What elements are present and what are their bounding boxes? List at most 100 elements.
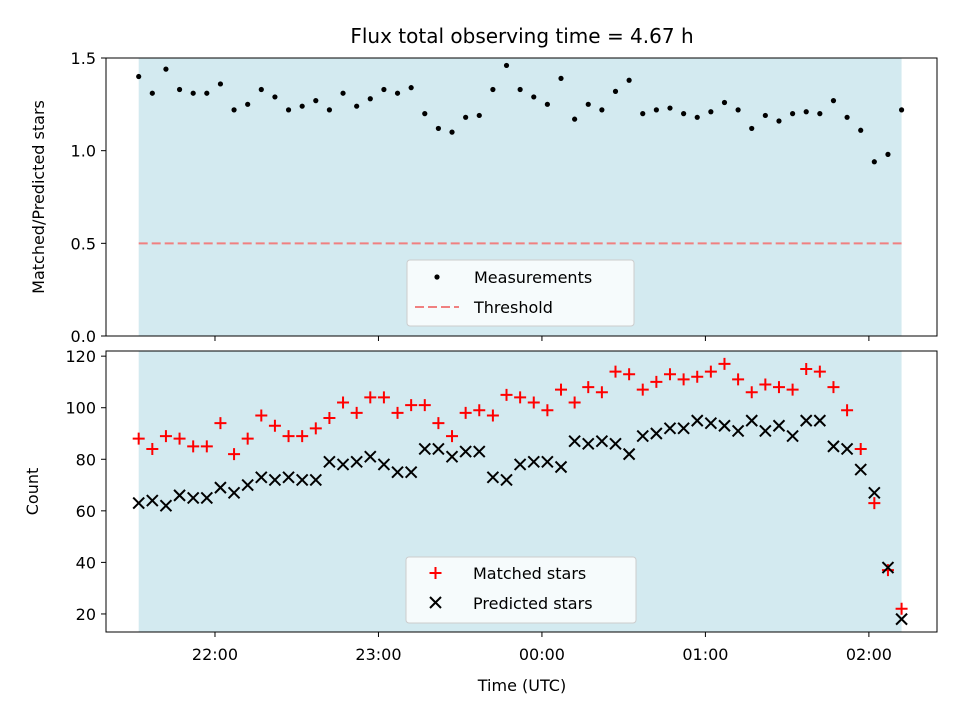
predicted-star-point bbox=[227, 486, 241, 499]
predicted-star-point bbox=[731, 424, 745, 438]
measurement-point bbox=[231, 107, 237, 113]
predicted-star-point bbox=[622, 447, 636, 461]
measurement-point bbox=[749, 125, 755, 132]
matched-star-point bbox=[868, 497, 881, 510]
predicted-stars-series bbox=[132, 414, 908, 626]
bottom-plot: 20 40 60 80 100 120 22:00 23:00 00:00 01:00 02:00… bbox=[23, 347, 938, 695]
matched-star-point bbox=[745, 386, 758, 399]
measurements-series bbox=[136, 62, 905, 165]
x-tick-label: 01:00 bbox=[682, 645, 728, 664]
predicted-star-point bbox=[772, 419, 786, 432]
matched-star-point bbox=[268, 419, 281, 432]
measurement-point bbox=[803, 109, 809, 115]
measurement-point bbox=[653, 107, 659, 113]
measurement-point bbox=[381, 86, 387, 93]
matched-star-point bbox=[691, 370, 704, 383]
matched-star-point bbox=[255, 409, 268, 422]
matched-star-point bbox=[173, 432, 186, 445]
predicted-star-point bbox=[404, 465, 418, 479]
measurement-point bbox=[326, 107, 333, 113]
top-legend-box bbox=[406, 259, 635, 327]
predicted-star-point bbox=[854, 463, 867, 476]
matched-star-point bbox=[486, 409, 499, 422]
bottom-y-tick-label: 80 bbox=[76, 450, 96, 469]
measurement-point bbox=[858, 127, 864, 133]
matched-star-point bbox=[377, 391, 390, 404]
measurement-point bbox=[408, 85, 414, 91]
top-y-tick-label: 0.0 bbox=[71, 327, 96, 346]
matched-star-point bbox=[241, 432, 254, 445]
predicted-star-point bbox=[895, 612, 908, 626]
measurement-point bbox=[721, 99, 728, 106]
measurement-point bbox=[898, 107, 905, 113]
measurement-point bbox=[762, 112, 768, 119]
predicted-star-point bbox=[459, 445, 472, 458]
measurement-point bbox=[245, 101, 251, 107]
predicted-star-point bbox=[323, 455, 336, 469]
matched-star-point bbox=[595, 386, 608, 399]
matched-star-point bbox=[800, 363, 813, 376]
predicted-star-point bbox=[554, 460, 568, 474]
predicted-star-point bbox=[527, 455, 540, 469]
matched-star-point bbox=[446, 430, 459, 443]
top-x-ticks bbox=[214, 336, 870, 341]
predicted-star-point bbox=[268, 473, 282, 487]
measurement-point bbox=[258, 86, 264, 93]
matched-star-point bbox=[132, 432, 145, 445]
predicted-star-point bbox=[350, 455, 363, 469]
x-tick-label: 00:00 bbox=[519, 645, 565, 664]
predicted-star-point bbox=[650, 427, 663, 440]
predicted-star-point bbox=[377, 458, 391, 471]
bottom-y-ticks: 20 40 60 80 100 120 bbox=[65, 347, 106, 624]
measurement-point bbox=[176, 86, 183, 93]
matched-star-point bbox=[841, 404, 854, 417]
top-y-axis-label: Matched/Predicted stars bbox=[29, 100, 48, 294]
legend-threshold-label: Threshold bbox=[473, 298, 553, 317]
measurement-point bbox=[694, 114, 700, 120]
measurement-point bbox=[354, 103, 360, 109]
predicted-star-point bbox=[146, 494, 159, 507]
predicted-star-point bbox=[432, 442, 445, 456]
legend-measurements-label: Measurements bbox=[474, 268, 592, 287]
bottom-legend-box bbox=[405, 556, 637, 624]
measurement-point bbox=[871, 159, 877, 165]
predicted-star-point bbox=[186, 491, 200, 505]
top-y-tick-label: 0.5 bbox=[71, 234, 96, 253]
predicted-star-point bbox=[418, 442, 431, 456]
predicted-star-point bbox=[609, 437, 622, 451]
measurement-point bbox=[422, 111, 428, 117]
predicted-star-point bbox=[513, 458, 527, 471]
measurement-point bbox=[149, 90, 155, 96]
x-axis-label: Time (UTC) bbox=[477, 676, 566, 695]
measurement-point bbox=[585, 101, 591, 107]
predicted-star-point bbox=[663, 422, 677, 435]
predicted-star-point bbox=[881, 561, 895, 574]
measurement-point bbox=[531, 94, 537, 100]
measurement-point bbox=[885, 151, 891, 157]
predicted-star-point bbox=[759, 424, 772, 438]
measurement-point bbox=[844, 114, 850, 120]
matched-star-point bbox=[718, 357, 731, 370]
predicted-star-point bbox=[159, 499, 173, 512]
matched-star-point bbox=[364, 391, 377, 404]
matched-star-point bbox=[759, 378, 772, 391]
matched-star-point bbox=[704, 365, 717, 378]
predicted-star-point bbox=[282, 471, 295, 484]
matched-star-point bbox=[214, 417, 227, 430]
matched-star-point bbox=[895, 602, 908, 615]
measurement-point bbox=[572, 116, 578, 122]
measurement-point bbox=[190, 90, 196, 96]
measurement-point bbox=[490, 86, 496, 93]
matched-star-point bbox=[555, 383, 568, 396]
bottom-y-tick-label: 40 bbox=[76, 553, 96, 572]
predicted-star-point bbox=[445, 450, 459, 463]
predicted-star-point bbox=[500, 473, 513, 487]
predicted-star-point bbox=[214, 481, 227, 494]
matched-star-point bbox=[636, 383, 649, 396]
measurement-point bbox=[558, 75, 564, 81]
bottom-x-ticks: 22:00 23:00 00:00 01:00 02:00 bbox=[192, 632, 892, 664]
measurement-point bbox=[612, 88, 619, 94]
matched-star-point bbox=[473, 404, 486, 417]
top-plot: 0.0 0.5 1.0 1.5 Matched/Predicted stars Mea… bbox=[29, 49, 938, 346]
bottom-plot-frame bbox=[105, 350, 938, 633]
